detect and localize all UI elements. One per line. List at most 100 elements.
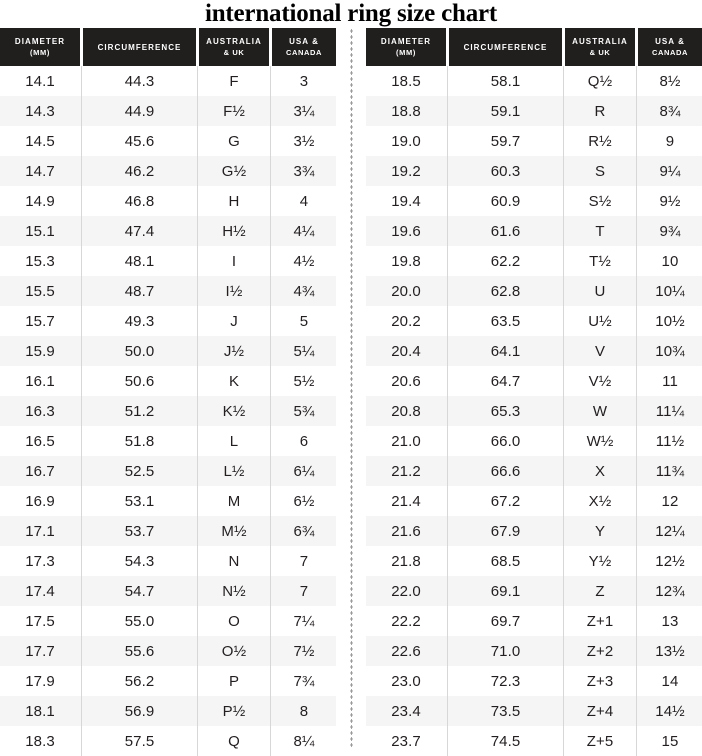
cell-usa-canada: 4¾ [270,276,336,306]
cell-circumference: 51.8 [81,426,196,456]
cell-circumference: 68.5 [447,546,562,576]
cell-circumference: 74.5 [447,726,562,756]
cell-diameter: 21.4 [391,492,421,510]
cell-australia-uk: J [197,306,269,336]
cell-diameter: 20.8 [391,402,421,420]
table-row: 18.3 57.5 Q 8¼ [0,726,336,756]
cell-usa-canada: 6¼ [270,456,336,486]
table-row: 15.3 48.1 I 4½ [0,246,336,276]
cell-australia-uk: V [563,336,635,366]
cell-circumference: 62.2 [447,246,562,276]
header-sublabel-diameter-unit: (mm) [396,48,416,57]
cell-circumference: 44.3 [81,66,196,96]
cell-australia-uk: J½ [197,336,269,366]
cell-usa-canada: 12½ [636,546,702,576]
cell-usa-canada: 5¼ [270,336,336,366]
table-row: 18.1 56.9 P½ 8 [0,696,336,726]
table-row: 16.1 50.6 K 5½ [0,366,336,396]
cell-diameter: 23.7 [391,732,421,750]
table-row: 21.6 67.9 Y 12¼ [366,516,702,546]
cell-australia-uk: L½ [197,456,269,486]
header-cell-circumference: CIRCUMFERENCE [449,28,562,66]
right-table-body: 18.5 58.1 Q½ 8½ 18.8 59.1 R 8¾ 19.0 59.7 R½ 9 19.2 60… [366,66,702,756]
right-size-table: DIAMETER (mm) CIRCUMFERENCE AUSTRALIA & … [366,28,702,756]
cell-australia-uk: Y [563,516,635,546]
cell-diameter: 19.6 [391,222,421,240]
cell-australia-uk: X [563,456,635,486]
cell-usa-canada: 3¾ [270,156,336,186]
cell-diameter: 21.2 [391,462,421,480]
cell-circumference: 58.1 [447,66,562,96]
cell-australia-uk: S [563,156,635,186]
cell-diameter: 18.1 [25,702,55,720]
cell-circumference: 60.3 [447,156,562,186]
table-row: 14.3 44.9 F½ 3¼ [0,96,336,126]
cell-circumference: 56.2 [81,666,196,696]
table-row: 20.4 64.1 V 10¾ [366,336,702,366]
cell-usa-canada: 14 [636,666,702,696]
cell-usa-canada: 12¾ [636,576,702,606]
cell-australia-uk: O [197,606,269,636]
cell-circumference: 52.5 [81,456,196,486]
cell-australia-uk: P [197,666,269,696]
cell-diameter: 19.0 [391,132,421,150]
cell-australia-uk: P½ [197,696,269,726]
header-sublabel-canada: CANADA [285,48,323,57]
table-row: 18.8 59.1 R 8¾ [366,96,702,126]
table-row: 17.4 54.7 N½ 7 [0,576,336,606]
cell-circumference: 59.1 [447,96,562,126]
cell-usa-canada: 10½ [636,306,702,336]
cell-circumference: 48.7 [81,276,196,306]
table-row: 20.8 65.3 W 11¼ [366,396,702,426]
table-row: 23.7 74.5 Z+5 15 [366,726,702,756]
header-cell-australia-uk: AUSTRALIA & UK [199,28,269,66]
table-row: 20.0 62.8 U 10¼ [366,276,702,306]
table-row: 14.7 46.2 G½ 3¾ [0,156,336,186]
table-row: 19.2 60.3 S 9¼ [366,156,702,186]
table-row: 19.6 61.6 T 9¾ [366,216,702,246]
cell-australia-uk: K [197,366,269,396]
table-row: 22.2 69.7 Z+1 13 [366,606,702,636]
cell-circumference: 55.6 [81,636,196,666]
cell-usa-canada: 7¾ [270,666,336,696]
table-row: 23.4 73.5 Z+4 14½ [366,696,702,726]
cell-diameter: 14.9 [25,192,55,210]
table-row: 15.5 48.7 I½ 4¾ [0,276,336,306]
cell-australia-uk: W [563,396,635,426]
header-label-diameter: DIAMETER [380,37,432,46]
cell-usa-canada: 3¼ [270,96,336,126]
cell-australia-uk: W½ [563,426,635,456]
table-row: 16.3 51.2 K½ 5¾ [0,396,336,426]
cell-australia-uk: F½ [197,96,269,126]
table-row: 16.9 53.1 M 6½ [0,486,336,516]
header-cell-usa-canada: USA & CANADA [272,28,336,66]
table-row: 15.9 50.0 J½ 5¼ [0,336,336,366]
cell-australia-uk: T [563,216,635,246]
cell-usa-canada: 9½ [636,186,702,216]
table-row: 21.8 68.5 Y½ 12½ [366,546,702,576]
cell-diameter: 14.7 [25,162,55,180]
left-size-table: DIAMETER (mm) CIRCUMFERENCE AUSTRALIA & … [0,28,336,756]
cell-diameter: 14.1 [25,72,55,90]
cell-australia-uk: G½ [197,156,269,186]
cell-usa-canada: 9 [636,126,702,156]
cell-usa-canada: 8½ [636,66,702,96]
header-cell-australia-uk: AUSTRALIA & UK [565,28,635,66]
cell-diameter: 16.7 [25,462,55,480]
cell-circumference: 65.3 [447,396,562,426]
header-label-diameter: DIAMETER [14,37,66,46]
cell-circumference: 63.5 [447,306,562,336]
cell-circumference: 59.7 [447,126,562,156]
cell-australia-uk: I½ [197,276,269,306]
dotted-divider-line [350,28,353,747]
table-row: 20.6 64.7 V½ 11 [366,366,702,396]
cell-diameter: 23.4 [391,702,421,720]
cell-diameter: 22.2 [391,612,421,630]
cell-australia-uk: N½ [197,576,269,606]
table-row: 16.5 51.8 L 6 [0,426,336,456]
cell-australia-uk: H [197,186,269,216]
left-table-body: 14.1 44.3 F 3 14.3 44.9 F½ 3¼ 14.5 45.6 G 3½ 14.7 46.… [0,66,336,756]
cell-circumference: 57.5 [81,726,196,756]
cell-australia-uk: R½ [563,126,635,156]
table-row: 17.1 53.7 M½ 6¾ [0,516,336,546]
